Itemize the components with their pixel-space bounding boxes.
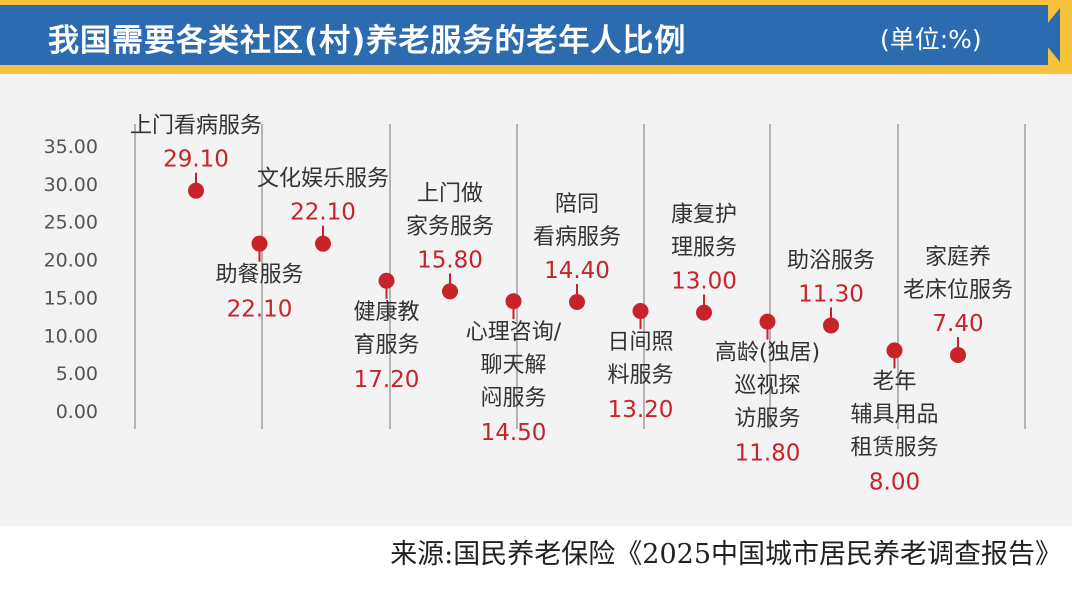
category-label: 辅具用品: [850, 402, 938, 427]
source-note: 来源:国民养老保险《2025中国城市居民养老调查报告》: [390, 539, 1062, 570]
category-label: 家庭养: [925, 245, 991, 270]
data-point: [188, 182, 204, 199]
data-label: 13.20: [608, 397, 674, 423]
category-label: 文化娱乐服务: [257, 167, 389, 192]
category-label: 老床位服务: [903, 278, 1013, 303]
category-label: 料服务: [607, 363, 673, 388]
category-label: 陪同: [555, 192, 599, 217]
category-label: 巡视探: [734, 374, 800, 399]
data-point: [569, 293, 585, 310]
category-label: 助浴服务: [787, 248, 875, 273]
category-label: 闷服务: [480, 386, 546, 411]
data-point: [886, 342, 903, 359]
data-point: [823, 317, 839, 334]
category-label: 老年: [872, 369, 916, 394]
data-point: [950, 346, 966, 363]
y-tick-label: 25.00: [44, 212, 98, 234]
category-label: 助餐服务: [215, 263, 303, 288]
title-banner-bar: [0, 5, 1048, 65]
category-label: 心理咨询/: [466, 320, 562, 345]
y-tick-label: 15.00: [44, 287, 98, 309]
y-tick-label: 30.00: [44, 174, 98, 196]
data-point: [378, 272, 395, 289]
data-label: 14.50: [481, 420, 547, 446]
unit-label: (单位:%): [880, 25, 982, 54]
dot-chart: 35.00 30.00 25.00 20.00 15.00 10.00 5.00 0.00 29…: [44, 114, 1026, 495]
category-label: 访服务: [734, 407, 800, 432]
category-label: 育服务: [353, 333, 419, 358]
category-label: 日间照: [607, 330, 673, 355]
chart-area: 35.00 30.00 25.00 20.00 15.00 10.00 5.00 0.00 29…: [0, 74, 1072, 526]
category-label: 聊天解: [480, 353, 546, 378]
y-tick-label: 10.00: [44, 325, 98, 347]
data-label: 22.10: [227, 297, 293, 323]
data-label: 13.00: [671, 269, 737, 295]
data-point: [759, 313, 776, 330]
category-label: 看病服务: [533, 225, 621, 250]
data-label: 7.40: [932, 311, 983, 337]
y-tick-label: 35.00: [44, 136, 98, 158]
category-label: 租赁服务: [850, 435, 938, 460]
category-label: 上门看病服务: [130, 114, 262, 139]
banner-arrow-decoration: [1038, 8, 1060, 62]
data-point: [696, 304, 712, 321]
category-label: 高龄(独居): [715, 341, 820, 366]
category-label: 康复护: [671, 203, 737, 228]
data-label: 8.00: [869, 469, 920, 495]
y-tick-label: 5.00: [56, 363, 98, 385]
data-label: 22.10: [290, 200, 356, 226]
data-label: 11.30: [798, 281, 864, 307]
data-label: 11.80: [735, 441, 801, 467]
data-label: 14.40: [544, 258, 610, 284]
data-label: 15.80: [417, 247, 483, 273]
category-label: 家务服务: [406, 214, 494, 239]
data-point: [315, 235, 331, 252]
data-label: 29.10: [163, 147, 229, 173]
category-label: 上门做: [417, 181, 483, 206]
data-point: [251, 235, 268, 252]
category-label: 理服务: [671, 236, 737, 261]
y-tick-label: 0.00: [56, 401, 98, 423]
data-point: [442, 283, 458, 300]
data-point: [632, 303, 649, 320]
data-label: 17.20: [354, 367, 420, 393]
data-point: [505, 293, 522, 310]
y-tick-label: 20.00: [44, 250, 98, 272]
title-banner: 我国需要各类社区(村)养老服务的老年人比例 (单位:%): [0, 0, 1072, 74]
chart-title: 我国需要各类社区(村)养老服务的老年人比例: [48, 23, 687, 59]
category-label: 健康教: [353, 300, 419, 325]
